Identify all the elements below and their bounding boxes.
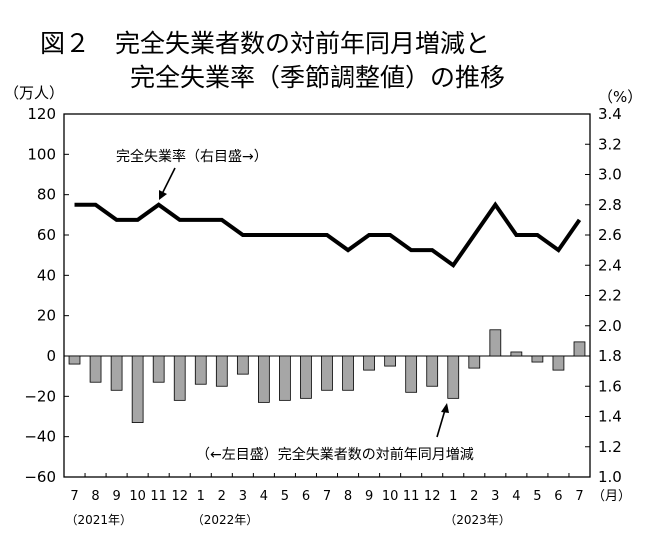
right-tick-label: 1.6 <box>598 377 622 395</box>
bar-annotation-arrow <box>436 409 446 438</box>
x-tick-label: 1 <box>449 489 457 504</box>
left-axis: 120 100 80 60 40 20 0 −20 −40 −60 <box>24 105 69 486</box>
chart-title-line2: 完全失業率（季節調整値）の推移 <box>130 63 505 92</box>
left-tick-label: 0 <box>46 347 56 365</box>
bar-4 <box>152 355 165 383</box>
right-tick-label: 3.0 <box>598 166 622 184</box>
right-tick-label: 3.2 <box>598 135 622 153</box>
bar-series <box>68 329 586 423</box>
bar-21 <box>510 351 523 357</box>
x-tick-label: 2 <box>218 489 226 504</box>
x-tick-label: 5 <box>281 489 289 504</box>
chart-title-line1: 図２ 完全失業者数の対前年同月増減と <box>40 29 490 58</box>
left-tick-label: 80 <box>37 186 56 204</box>
right-tick-label: 2.4 <box>598 256 622 274</box>
year-label: （2021年） <box>66 513 133 527</box>
right-axis: 3.4 3.2 3.0 2.8 2.6 2.4 2.2 2.0 1.8 1.6 1.4 1.2 1.0 <box>585 105 622 486</box>
bar-22 <box>531 355 544 363</box>
left-tick-label: 60 <box>37 226 56 244</box>
line-series-annotation: 完全失業率（右目盛→） <box>116 148 268 165</box>
bar-3 <box>131 355 144 423</box>
x-tick-label: 3 <box>491 489 499 504</box>
bar-12 <box>321 355 333 391</box>
x-tick-label: 9 <box>112 489 120 504</box>
x-tick-label: 8 <box>344 489 352 504</box>
left-tick-label: 120 <box>27 105 56 123</box>
bar-20 <box>489 329 502 357</box>
bar-0 <box>68 355 81 365</box>
bar-14 <box>363 355 375 371</box>
year-label: （2023年） <box>444 513 511 527</box>
bar-6 <box>194 355 207 385</box>
bar-16 <box>405 355 418 393</box>
bar-11 <box>300 355 312 399</box>
left-tick-label: −60 <box>24 468 56 486</box>
right-tick-label: 1.8 <box>598 347 622 365</box>
left-tick-label: 40 <box>37 266 56 284</box>
right-axis-unit: （%） <box>598 88 642 106</box>
bar-9 <box>258 355 270 403</box>
x-tick-label: 3 <box>239 489 247 504</box>
right-tick-label: 1.2 <box>598 438 622 456</box>
x-tick-label: 10 <box>382 489 399 504</box>
x-tick-label: 12 <box>424 489 441 504</box>
bar-10 <box>279 355 291 401</box>
right-tick-label: 1.4 <box>598 408 622 426</box>
left-tick-label: 20 <box>37 307 56 325</box>
left-tick-label: −20 <box>24 387 56 405</box>
month-unit: （月） <box>592 489 631 504</box>
bar-23 <box>552 355 565 371</box>
right-tick-label: 2.6 <box>598 226 622 244</box>
x-tick-label: 11 <box>403 489 420 504</box>
unemployment-rate-line <box>74 201 582 269</box>
x-tick-label: 6 <box>554 489 562 504</box>
left-tick-label: −40 <box>24 428 56 446</box>
right-tick-label: 1.0 <box>598 468 622 486</box>
line-annotation-arrowhead <box>159 190 167 200</box>
bar-2 <box>110 355 123 391</box>
x-tick-label: 7 <box>575 489 583 504</box>
x-tick-label: 4 <box>512 489 520 504</box>
bar-1 <box>89 355 102 383</box>
year-labels: （2021年） （2022年） （2023年） <box>66 513 511 527</box>
x-tick-label: 10 <box>129 489 146 504</box>
right-tick-label: 3.4 <box>598 105 622 123</box>
x-tick-label: 7 <box>70 489 78 504</box>
x-axis: 7 8 9 10 11 12 1 2 3 4 5 6 7 8 9 10 11 12 1 2 3 4 5 6 7 <box>63 473 584 504</box>
bar-24 <box>573 341 586 357</box>
x-tick-label: 9 <box>365 489 373 504</box>
left-tick-label: 100 <box>27 145 56 163</box>
x-tick-label: 6 <box>302 489 310 504</box>
x-tick-label: 1 <box>197 489 205 504</box>
x-tick-label: 8 <box>91 489 99 504</box>
x-tick-label: 4 <box>260 489 268 504</box>
right-tick-label: 2.8 <box>598 196 622 214</box>
x-tick-label: 11 <box>150 489 167 504</box>
x-tick-label: 7 <box>323 489 331 504</box>
bar-15 <box>384 355 396 367</box>
bar-series-annotation: （←左目盛）完全失業者数の対前年同月増減 <box>196 446 474 463</box>
bar-13 <box>342 355 354 391</box>
bar-5 <box>173 355 186 401</box>
bar-7 <box>215 355 228 387</box>
bar-17 <box>426 355 439 387</box>
left-axis-unit: （万人） <box>4 84 64 102</box>
year-label: （2022年） <box>192 513 259 527</box>
bar-19 <box>468 355 481 369</box>
bar-18 <box>447 355 460 399</box>
line-annotation-arrow <box>161 167 176 195</box>
x-tick-label: 12 <box>171 489 188 504</box>
bar-annotation-arrowhead <box>441 403 449 413</box>
right-tick-label: 2.0 <box>598 317 622 335</box>
bar-8 <box>236 355 249 375</box>
x-tick-label: 5 <box>533 489 541 504</box>
x-tick-label: 2 <box>470 489 478 504</box>
right-tick-label: 2.2 <box>598 287 622 305</box>
